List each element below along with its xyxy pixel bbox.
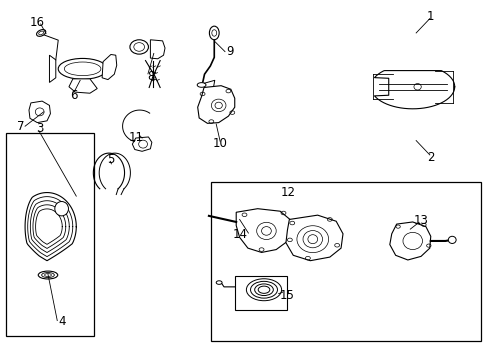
Ellipse shape: [216, 281, 222, 284]
Text: 6: 6: [70, 89, 78, 102]
Text: 14: 14: [232, 228, 247, 241]
Polygon shape: [150, 40, 164, 59]
Text: 10: 10: [212, 137, 227, 150]
Ellipse shape: [58, 58, 107, 79]
Ellipse shape: [209, 26, 219, 40]
Polygon shape: [236, 209, 293, 252]
Polygon shape: [132, 137, 152, 151]
Text: 2: 2: [426, 151, 434, 164]
Text: 4: 4: [58, 315, 65, 328]
Polygon shape: [49, 55, 56, 82]
Ellipse shape: [447, 236, 455, 243]
Text: 15: 15: [279, 289, 294, 302]
Polygon shape: [389, 222, 430, 260]
Text: 9: 9: [225, 45, 233, 58]
Text: 7: 7: [18, 120, 25, 133]
Ellipse shape: [37, 30, 46, 36]
Text: 3: 3: [36, 122, 43, 135]
Text: 16: 16: [30, 16, 45, 29]
Ellipse shape: [197, 83, 205, 87]
Text: 8: 8: [147, 69, 154, 82]
Bar: [5, 134, 94, 336]
Polygon shape: [285, 215, 342, 261]
Text: 13: 13: [413, 214, 427, 227]
Polygon shape: [69, 79, 97, 93]
Ellipse shape: [38, 271, 58, 279]
Ellipse shape: [55, 202, 68, 216]
Text: 1: 1: [426, 10, 434, 23]
Text: 11: 11: [128, 131, 143, 144]
Text: 12: 12: [280, 186, 295, 199]
Polygon shape: [102, 54, 117, 80]
Text: 5: 5: [106, 153, 114, 166]
Polygon shape: [197, 86, 234, 123]
Ellipse shape: [130, 40, 148, 54]
Bar: [211, 182, 480, 341]
Polygon shape: [29, 101, 50, 123]
Bar: [234, 276, 287, 310]
